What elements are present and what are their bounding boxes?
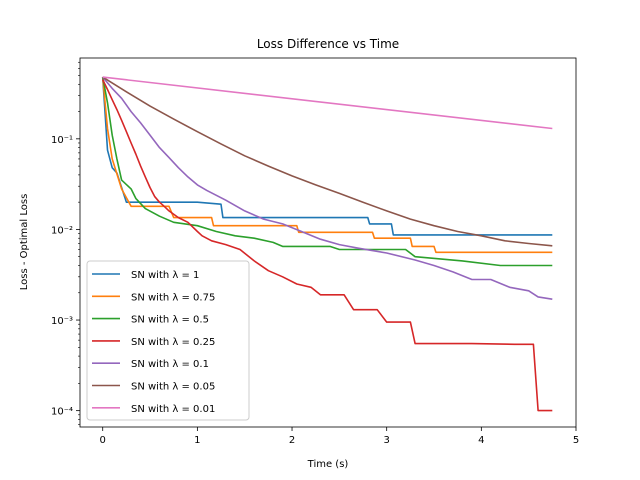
y-tick-label: 10⁻²: [51, 225, 73, 236]
legend-label-1: SN with λ = 1: [131, 270, 199, 281]
x-tick-label: 5: [573, 435, 579, 446]
legend-label-6: SN with λ = 0.05: [131, 382, 215, 393]
y-axis: 10⁻⁴ 10⁻³ 10⁻² 10⁻¹: [51, 61, 80, 425]
plot-frame: [79, 57, 577, 428]
legend-label-7: SN with λ = 0.01: [131, 404, 215, 415]
series-line-2: [101, 77, 553, 254]
legend-label-5: SN with λ = 0.1: [131, 359, 209, 370]
legend-label-2: SN with λ = 0.75: [131, 292, 215, 303]
series-line-5: [102, 76, 553, 300]
x-axis: 0 1 2 3 4 5: [100, 427, 579, 446]
x-axis-title: Time (s): [307, 459, 349, 470]
chart-title: Loss Difference vs Time: [257, 37, 399, 51]
legend-label-3: SN with λ = 0.5: [131, 315, 209, 326]
x-tick-label: 4: [478, 435, 484, 446]
legend: SN with λ = 1 SN with λ = 0.75 SN with λ =…: [86, 260, 250, 421]
y-tick-label: 10⁻³: [51, 316, 73, 327]
series-line-1: [101, 77, 553, 236]
y-tick-label: 10⁻⁴: [51, 407, 73, 418]
series-line-3: [101, 76, 553, 267]
x-tick-label: 1: [194, 435, 200, 446]
y-axis-title: Loss - Optimal Loss: [19, 194, 30, 291]
x-tick-label: 0: [100, 435, 106, 446]
legend-box: [86, 260, 250, 421]
x-tick-label: 3: [383, 435, 389, 446]
legend-label-4: SN with λ = 0.25: [131, 337, 215, 348]
x-tick-label: 2: [289, 435, 295, 446]
series-line-7: [102, 76, 553, 130]
y-tick-label: 10⁻¹: [51, 135, 73, 146]
series-layer: [101, 76, 553, 412]
series-line-4: [101, 79, 553, 412]
series-line-6: [102, 76, 553, 247]
